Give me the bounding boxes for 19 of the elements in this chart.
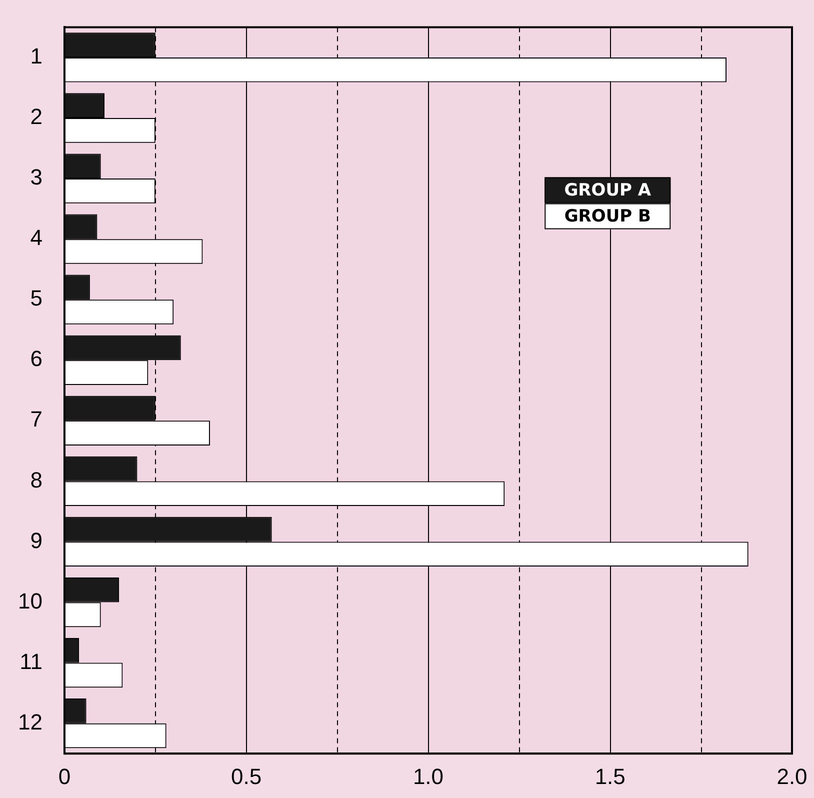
y-tick-label: 7 — [30, 406, 42, 432]
y-tick-label: 8 — [30, 467, 42, 492]
y-tick-label: 10 — [18, 588, 42, 614]
x-tick-label: 1.0 — [412, 764, 444, 789]
y-tick-label: 5 — [30, 286, 42, 311]
text: GROUP A — [564, 180, 652, 201]
y-tick-label: 9 — [30, 528, 42, 553]
x-tick-label: 1.5 — [594, 764, 626, 789]
y-tick-label: 12 — [18, 709, 42, 734]
x-tick-label: 2.0 — [776, 764, 808, 789]
y-tick-label: 2 — [30, 104, 42, 130]
y-tick-label: 1 — [30, 44, 42, 69]
y-tick-label: 3 — [30, 164, 42, 190]
y-tick-label: 4 — [30, 225, 42, 250]
text: GROUP B — [564, 206, 651, 227]
x-tick-label: 0 — [58, 764, 71, 789]
y-tick-label: 11 — [20, 648, 42, 674]
y-tick-label: 6 — [30, 346, 42, 372]
x-tick-label: 0.5 — [231, 764, 262, 789]
